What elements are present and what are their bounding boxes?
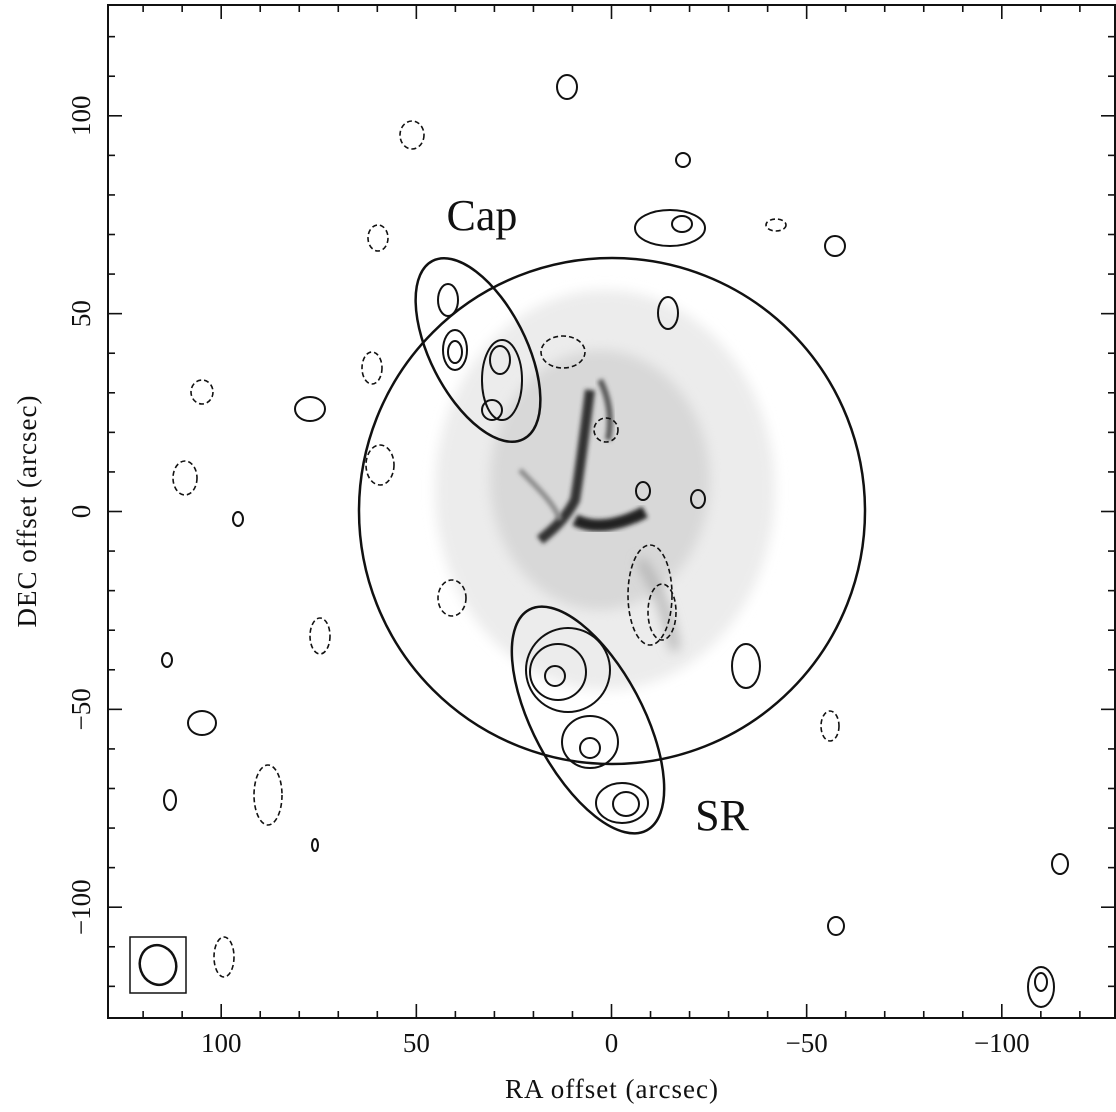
y-tick-label: 0	[66, 505, 96, 519]
beam	[134, 940, 182, 990]
contour	[732, 644, 760, 688]
contour	[672, 216, 692, 232]
contour	[825, 236, 845, 256]
annotation: Cap	[447, 191, 518, 240]
contour-negative	[214, 937, 234, 977]
contour	[295, 397, 325, 421]
x-tick-label: −100	[974, 1028, 1030, 1058]
y-tick-label: 50	[66, 300, 96, 327]
contour-negative	[191, 380, 213, 404]
contour	[580, 738, 600, 758]
contour	[828, 917, 844, 935]
contour-negative	[254, 765, 282, 825]
contour	[312, 839, 318, 851]
contour-negative	[766, 219, 786, 231]
x-tick-label: 100	[201, 1028, 242, 1058]
contour	[1035, 973, 1047, 991]
nebula-core	[490, 350, 710, 610]
contour	[1052, 854, 1068, 874]
contour	[557, 75, 577, 99]
y-tick-label: 100	[66, 96, 96, 137]
y-tick-label: −100	[66, 879, 96, 935]
contour	[676, 153, 690, 167]
contour	[448, 341, 462, 363]
y-axis-label: DEC offset (arcsec)	[12, 395, 42, 628]
contour	[233, 512, 243, 526]
contour	[613, 792, 639, 816]
contour-negative	[400, 121, 424, 149]
contour	[164, 790, 176, 810]
y-tick-label: −50	[66, 688, 96, 730]
contour-negative	[310, 618, 330, 654]
contour-negative	[366, 445, 394, 485]
contour	[188, 711, 216, 735]
x-tick-label: 50	[403, 1028, 430, 1058]
contour	[596, 783, 648, 823]
contour-negative	[362, 352, 382, 384]
contour-negative	[821, 711, 839, 741]
annotation: SR	[695, 791, 749, 840]
contour	[438, 284, 458, 316]
contour	[562, 716, 618, 768]
chart: Cap SR RA offset (arcsec) DEC offset (ar…	[0, 0, 1116, 1112]
x-axis-label: RA offset (arcsec)	[505, 1074, 719, 1104]
contour-negative	[173, 461, 197, 495]
x-tick-label: 0	[605, 1028, 619, 1058]
contour-negative	[368, 225, 388, 251]
image-layer	[435, 290, 775, 690]
x-tick-label: −50	[786, 1028, 828, 1058]
contour	[635, 210, 705, 246]
contour	[162, 653, 172, 667]
